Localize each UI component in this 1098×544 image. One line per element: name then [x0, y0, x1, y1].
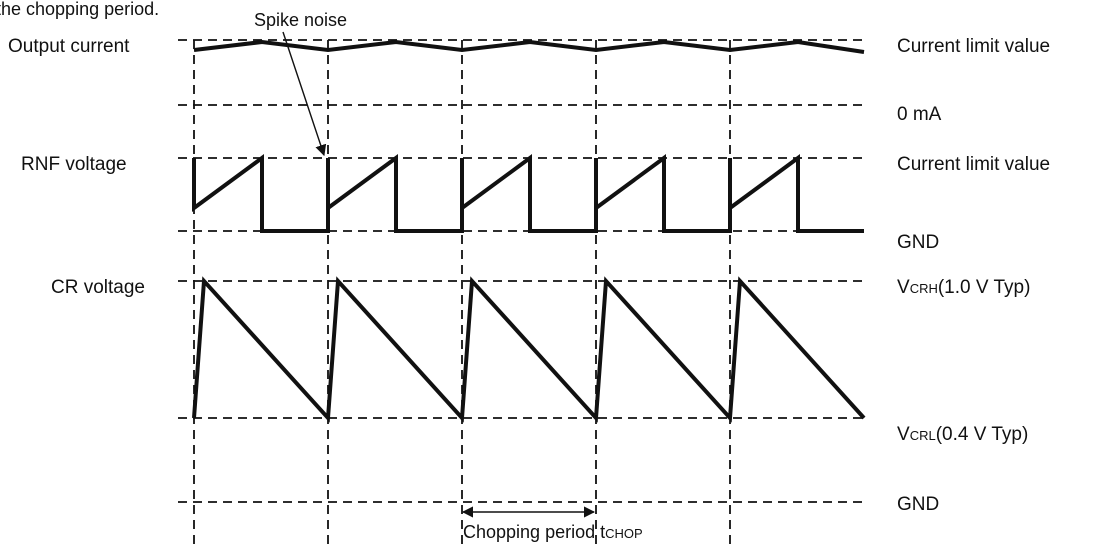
vcrh-label: VCRH(1.0 V Typ): [897, 277, 1030, 298]
current-limit-label-output: Current limit value: [897, 36, 1050, 57]
spike-noise-label: Spike noise: [254, 10, 347, 30]
vcrl-label: VCRL(0.4 V Typ): [897, 424, 1028, 445]
reference-lines: [178, 39, 866, 503]
header-text: the chopping period.: [0, 0, 159, 19]
gnd-label-rnf: GND: [897, 232, 939, 253]
current-limit-label-rnf: Current limit value: [897, 154, 1050, 175]
cr-voltage-waveform: [192, 276, 866, 423]
cr-voltage-label: CR voltage: [51, 277, 145, 298]
gnd-label-cr: GND: [897, 494, 939, 515]
rnf-voltage-waveform: [192, 154, 864, 233]
rnf-voltage-label: RNF voltage: [21, 154, 127, 175]
zero-ma-label: 0 mA: [897, 104, 942, 125]
spike-noise-arrow: [282, 31, 327, 157]
output-current-waveform: [193, 39, 865, 54]
chopping-period-label: Chopping period tCHOP: [463, 522, 643, 542]
output-current-label: Output current: [8, 36, 130, 57]
period-boundaries: [193, 40, 731, 544]
